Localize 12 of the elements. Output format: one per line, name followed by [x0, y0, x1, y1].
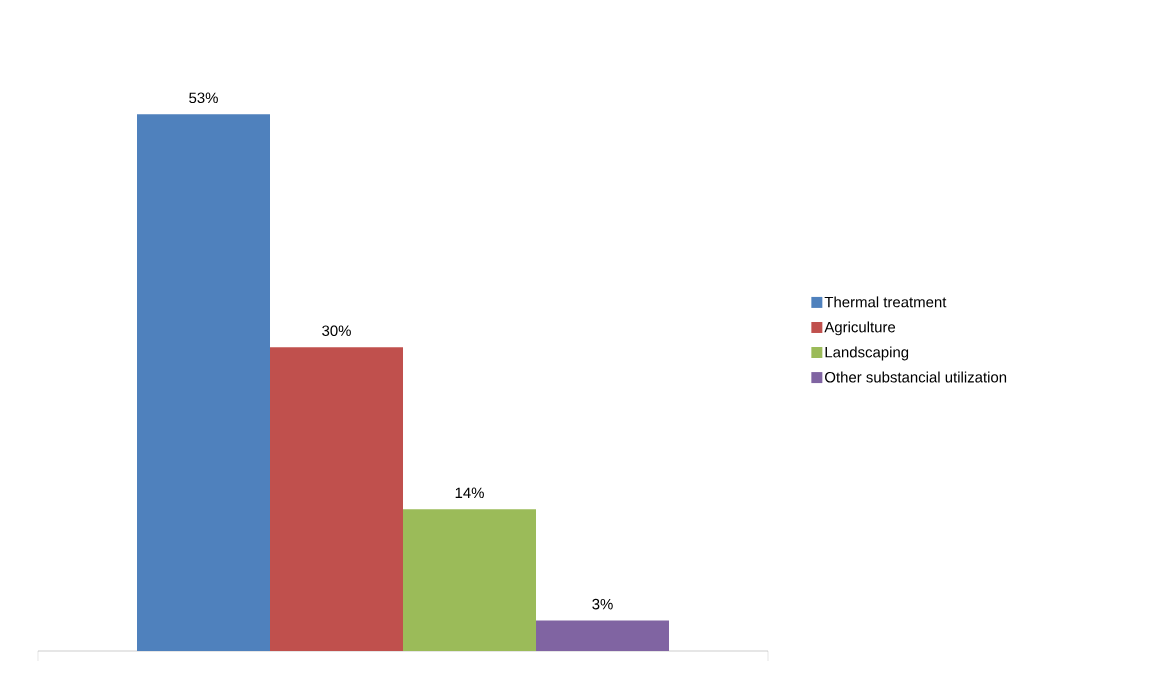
- data-label: 3%: [592, 598, 613, 610]
- legend-label: Landscaping: [825, 346, 909, 361]
- bar: [403, 509, 537, 651]
- legend-label: Other substancial utilization: [825, 371, 1007, 383]
- bar: [137, 114, 270, 651]
- bar: [270, 347, 403, 651]
- data-label: 53%: [189, 92, 218, 104]
- bar: [536, 620, 670, 651]
- legend-label: Agriculture: [824, 321, 896, 336]
- data-label: 30%: [322, 325, 351, 336]
- legend-label: Thermal treatment: [824, 296, 947, 308]
- data-label: 14%: [455, 487, 484, 499]
